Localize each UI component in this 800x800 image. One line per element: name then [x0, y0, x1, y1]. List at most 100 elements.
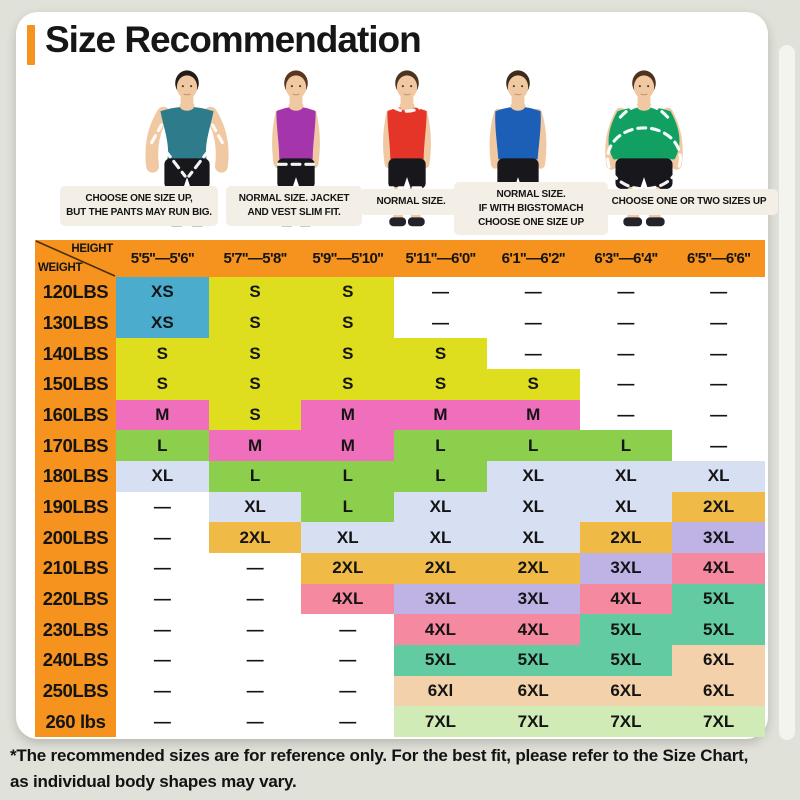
size-cell: L — [116, 430, 209, 461]
shorts-notch — [403, 177, 411, 189]
size-cell: 4XL — [394, 614, 487, 645]
size-cell: 2XL — [579, 522, 673, 553]
tank-top — [608, 106, 680, 160]
neck — [180, 95, 194, 105]
weight-row-header: 130LBS — [35, 307, 116, 339]
shorts-notch — [183, 177, 191, 189]
neck — [400, 95, 414, 105]
weight-row-header: 150LBS — [35, 368, 116, 400]
size-cell-empty: — — [208, 583, 302, 615]
eye-right — [299, 85, 302, 88]
shoe-left — [623, 217, 643, 227]
weight-row-header: 170LBS — [35, 430, 116, 461]
size-cell-empty: — — [394, 307, 487, 339]
eye-left — [181, 85, 184, 88]
size-cell: 3XL — [394, 583, 487, 615]
size-cell: 3XL — [672, 522, 765, 553]
size-cell: L — [394, 460, 487, 492]
card: Size Recommendation HEIGHT WEIGHT 5'5''—… — [16, 12, 778, 739]
measure-dashes — [618, 104, 670, 119]
size-cell: XL — [579, 491, 673, 523]
size-cell-empty: — — [301, 675, 395, 707]
size-cell-empty: — — [672, 399, 765, 431]
figure-heavy — [584, 66, 704, 238]
figure-note: CHOOSE ONE SIZE UP, BUT THE PANTS MAY RUN… — [60, 186, 218, 226]
size-cell: 4XL — [486, 614, 580, 645]
shorts — [277, 158, 315, 189]
measure-dashes — [606, 126, 682, 191]
size-cell: XL — [208, 491, 302, 523]
height-col-header: 5'5''—5'6'' — [116, 240, 209, 277]
neckline — [288, 100, 304, 111]
size-cell: 3XL — [579, 552, 673, 584]
size-cell: 3XL — [486, 583, 580, 615]
size-cell-empty: — — [208, 644, 302, 676]
height-col-header: 6'1''—6'2'' — [486, 240, 580, 277]
size-cell-empty: — — [116, 583, 209, 615]
size-cell-empty: — — [579, 368, 673, 400]
size-cell: XL — [486, 460, 580, 492]
size-cell: S — [116, 338, 209, 369]
neckline — [179, 100, 195, 111]
size-cell: 5XL — [672, 583, 765, 615]
neck — [511, 95, 525, 105]
size-cell: S — [301, 277, 395, 308]
shorts — [615, 158, 673, 189]
mouth — [640, 93, 648, 96]
tank-top — [160, 106, 214, 160]
weight-row-header: 220LBS — [35, 583, 116, 615]
size-cell-empty: — — [116, 614, 209, 645]
height-col-header: 5'7''—5'8'' — [208, 240, 302, 277]
eye-left — [401, 85, 404, 88]
size-cell: 5XL — [394, 644, 487, 676]
size-cell: S — [394, 368, 487, 400]
shorts-notch — [640, 177, 648, 189]
size-cell: XL — [579, 460, 673, 492]
shorts — [388, 158, 426, 189]
mouth — [403, 93, 411, 96]
size-cell: 6XL — [486, 675, 580, 707]
height-axis-label: HEIGHT — [71, 243, 113, 255]
size-cell: XL — [486, 522, 580, 553]
size-cell: 5XL — [672, 614, 765, 645]
mouth — [514, 93, 522, 96]
corner-cell: HEIGHT WEIGHT — [35, 240, 116, 277]
neck — [637, 95, 651, 105]
size-cell: 7XL — [579, 706, 673, 737]
height-col-header: 6'3''—6'4'' — [579, 240, 673, 277]
measure-dashes — [267, 118, 325, 164]
size-cell: 7XL — [394, 706, 487, 737]
size-cell-empty: — — [116, 491, 209, 523]
size-cell: 2XL — [301, 552, 395, 584]
size-cell: XL — [116, 460, 209, 492]
size-cell-empty: — — [394, 277, 487, 308]
size-cell-empty: — — [208, 706, 302, 737]
size-cell: L — [301, 460, 395, 492]
eye-right — [190, 85, 193, 88]
size-cell: M — [301, 430, 395, 461]
weight-row-header: 160LBS — [35, 399, 116, 431]
size-cell: 2XL — [208, 522, 302, 553]
size-cell: S — [301, 368, 395, 400]
size-cell-empty: — — [208, 675, 302, 707]
eye-right — [521, 85, 524, 88]
size-cell: 2XL — [486, 552, 580, 584]
weight-row-header: 180LBS — [35, 460, 116, 492]
size-cell: M — [116, 399, 209, 431]
weight-axis-label: WEIGHT — [38, 262, 83, 274]
size-cell-empty: — — [116, 644, 209, 676]
size-cell-empty: — — [301, 614, 395, 645]
shorts — [497, 158, 539, 189]
figure-note: CHOOSE ONE OR TWO SIZES UP — [600, 189, 778, 215]
size-cell-empty: — — [301, 644, 395, 676]
eye-right — [410, 85, 413, 88]
size-cell: S — [301, 338, 395, 369]
size-cell: 6XL — [672, 675, 765, 707]
size-cell: 7XL — [672, 706, 765, 737]
size-cell: 2XL — [394, 552, 487, 584]
size-cell-empty: — — [579, 277, 673, 308]
height-col-header: 5'9''—5'10'' — [301, 240, 395, 277]
size-cell-empty: — — [486, 277, 580, 308]
size-cell: 5XL — [486, 644, 580, 676]
